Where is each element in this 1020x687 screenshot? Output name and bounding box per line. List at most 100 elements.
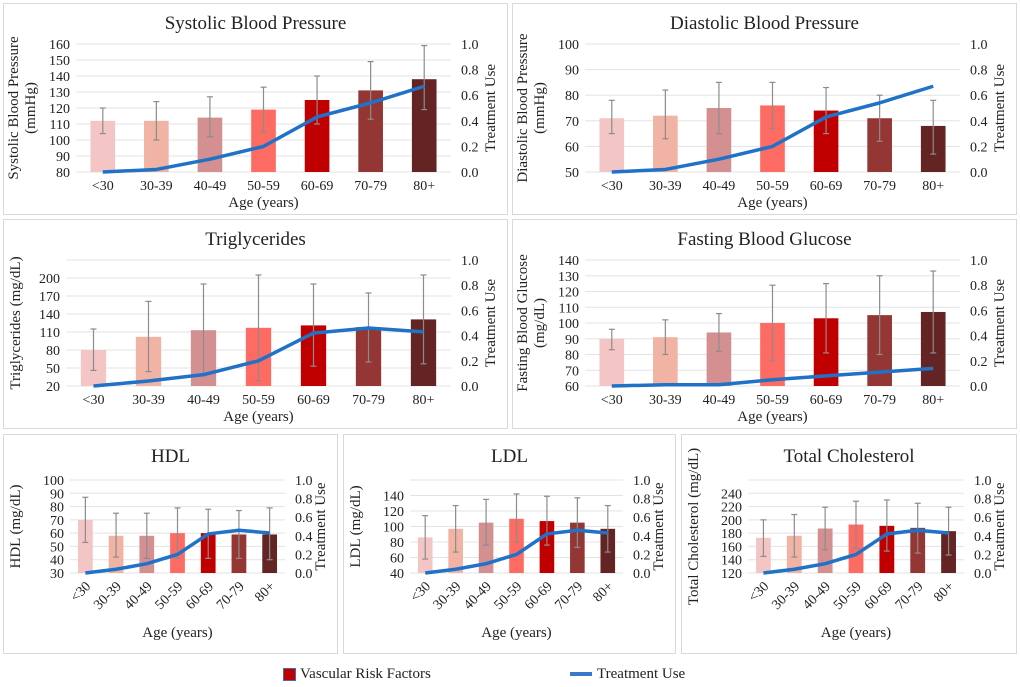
bar-40-49 (478, 522, 494, 573)
x-tick-label: <30 (92, 179, 114, 194)
y-tick-label: 100 (558, 38, 579, 53)
x-tick-label: <30 (408, 579, 434, 605)
y-tick-label: 90 (56, 150, 70, 165)
x-tick-label: 40-49 (800, 579, 834, 613)
chart-fasting-blood-glucose: Fasting Blood Glucose 60 70 80 90 100 110 120 13… (512, 219, 1017, 429)
y-axis-label: Triglycerides (mg/dL) (8, 256, 24, 389)
chart-triglycerides: Triglycerides 20 50 80 110 140 170 200 0.0 0.2 0.4… (3, 219, 508, 429)
y-tick-label: 20 (46, 380, 60, 395)
x-tick-label: 40-49 (703, 179, 736, 194)
error-bar (769, 81, 776, 130)
x-tick-label: 50-59 (756, 393, 789, 408)
error-bar (760, 519, 767, 557)
y-tick-label: 100 (49, 134, 70, 149)
x-tick-label: <30 (601, 393, 623, 408)
y2-tick-label: 0.2 (461, 355, 479, 370)
y-tick-label: 100 (43, 474, 64, 489)
x-tick-label: <30 (83, 393, 105, 408)
y-tick-label: 140 (721, 554, 742, 569)
error-bar (914, 502, 921, 554)
error-bar (662, 89, 669, 140)
error-bar (543, 495, 550, 546)
bar-50-59 (509, 518, 524, 573)
chart-svg: Triglycerides 20 50 80 110 140 170 200 0.0 0.2 0.4… (8, 229, 499, 425)
error-bar (945, 506, 952, 556)
y2-tick-label: 0.8 (970, 64, 988, 79)
y2-axis-label: Treatment Use (651, 482, 667, 571)
y2-tick-label: 0.0 (461, 380, 479, 395)
y-axis-label: Total Cholesterol (mg/dL) (686, 448, 702, 605)
y2-tick-label: 0.4 (970, 330, 988, 345)
chart-svg: Systolic Blood Pressure80901001101201301… (6, 13, 499, 211)
y2-tick-label: 1.0 (970, 38, 988, 53)
y-tick-label: 60 (565, 140, 579, 155)
chart-hdl: HDL 30 40 50 60 70 80 90 100 0.0 0.2 0.4 0.6 0.8 1.0 <3… (3, 434, 338, 654)
y2-tick-label: 1.0 (461, 38, 479, 53)
x-tick-label: 70-79 (863, 179, 896, 194)
error-bar (608, 99, 615, 135)
error-bar (235, 509, 242, 559)
bar-<30 (77, 519, 93, 573)
y-tick-label: 80 (390, 536, 404, 551)
x-tick-label: 80+ (413, 393, 435, 408)
y2-tick-label: 0.2 (633, 548, 651, 563)
x-tick-label: 40-49 (461, 579, 495, 613)
chart-svg: Fasting Blood Glucose 6070809010011012013… (515, 229, 1008, 425)
y-tick-label: 30 (50, 567, 64, 582)
x-tick-label: 50-59 (831, 579, 865, 613)
x-tick-label: 70-79 (893, 579, 927, 613)
y-tick-label: 80 (56, 166, 70, 181)
error-bar (153, 100, 160, 141)
y2-tick-label: 0.8 (970, 279, 988, 294)
x-tick-label: 30-39 (649, 179, 682, 194)
error-bar (883, 499, 890, 552)
error-bar (420, 274, 427, 365)
x-tick-label: 30-39 (769, 579, 803, 613)
error-bar (608, 328, 615, 351)
error-bar (574, 497, 581, 549)
y-tick-label: 50 (46, 362, 60, 377)
error-bar (930, 270, 937, 354)
y-tick-label: 40 (50, 554, 64, 569)
y-tick-label: 120 (558, 286, 579, 301)
y-tick-label: 110 (40, 326, 60, 341)
error-bar (99, 107, 106, 135)
y2-tick-label: 0.4 (970, 115, 988, 130)
error-bar (143, 512, 150, 559)
x-tick-label: 70-79 (863, 393, 896, 408)
x-tick-label: 80+ (591, 579, 617, 605)
error-bar (604, 504, 611, 553)
error-bar (310, 283, 317, 367)
error-bar (90, 328, 97, 371)
chart-title: Diastolic Blood Pressure (670, 13, 859, 34)
x-tick-label: 60-69 (810, 393, 843, 408)
y2-tick-label: 0.4 (974, 530, 992, 545)
chart-title: Triglycerides (205, 229, 306, 250)
chart-title: Fasting Blood Glucose (677, 229, 851, 250)
chart-diastolic-blood-pressure: Diastolic Blood Pressure 50 60 70 80 90 100 0.0… (512, 3, 1017, 215)
x-tick-label: 80+ (252, 579, 278, 605)
x-axis-label: Age (years) (737, 195, 807, 211)
x-tick-label: 50-59 (492, 579, 526, 613)
error-bar (715, 81, 722, 135)
y2-tick-label: 0.8 (461, 64, 479, 79)
y2-tick-label: 1.0 (295, 474, 313, 489)
y2-tick-label: 0.6 (461, 89, 479, 104)
y-tick-label: 80 (46, 344, 60, 359)
x-tick-label: 30-39 (132, 393, 165, 408)
y2-axis-label: Treatment Use (483, 64, 499, 153)
y2-tick-label: 0.6 (295, 511, 313, 526)
x-axis-label: Age (years) (223, 409, 293, 425)
x-tick-label: 60-69 (183, 579, 217, 613)
error-bar (662, 319, 669, 356)
chart-systolic-blood-pressure: Systolic Blood Pressure 80 90 100 110 120 130 1… (3, 3, 508, 215)
error-bar (266, 507, 273, 561)
y-tick-label: 110 (559, 301, 579, 316)
x-tick-label: 40-49 (703, 393, 736, 408)
x-tick-label: 80+ (922, 179, 944, 194)
y2-tick-label: 0.4 (295, 530, 313, 545)
x-tick-label: 30-39 (91, 579, 125, 613)
